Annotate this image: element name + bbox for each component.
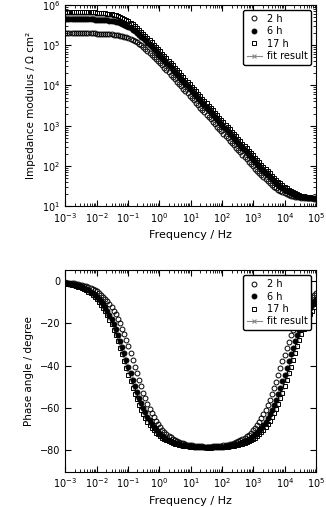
Legend: 2 h, 6 h, 17 h, fit result: 2 h, 6 h, 17 h, fit result [243, 275, 311, 331]
X-axis label: Frequency / Hz: Frequency / Hz [149, 496, 232, 505]
Y-axis label: Impedance modulus / Ω cm²: Impedance modulus / Ω cm² [26, 32, 36, 179]
Y-axis label: Phase angle / degree: Phase angle / degree [24, 316, 34, 426]
Legend: 2 h, 6 h, 17 h, fit result: 2 h, 6 h, 17 h, fit result [243, 10, 311, 65]
X-axis label: Frequency / Hz: Frequency / Hz [149, 230, 232, 240]
